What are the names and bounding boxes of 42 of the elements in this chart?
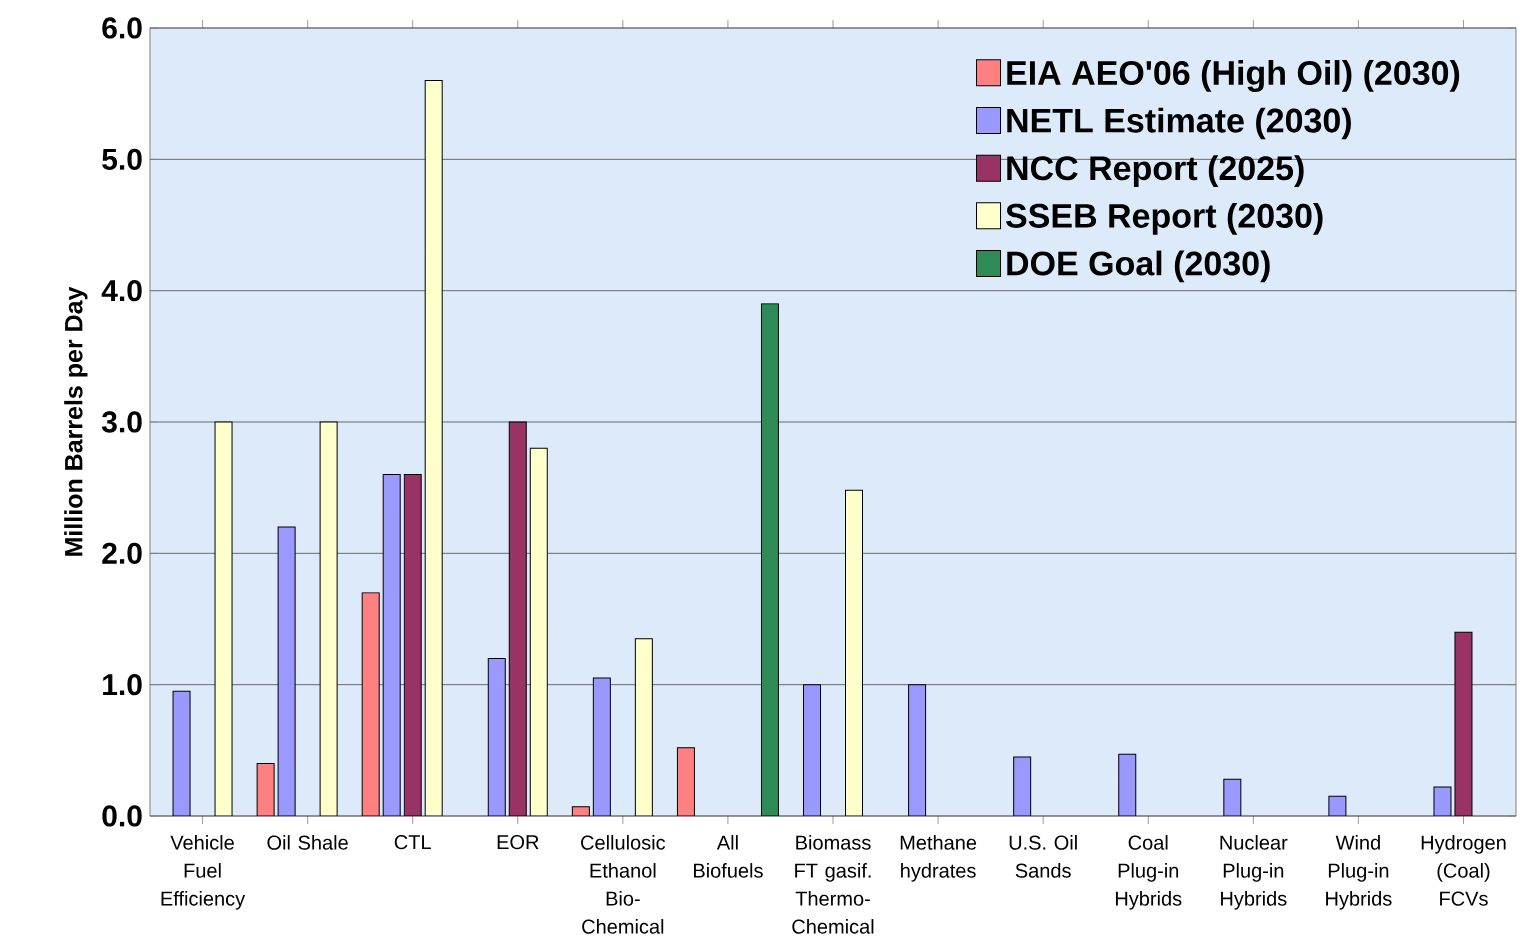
x-tick-label: Nuclear Plug-in Hybrids (1220, 835, 1288, 910)
y-tick-label: 0.0 (102, 805, 142, 827)
bar (508, 421, 527, 816)
bar (592, 677, 611, 816)
x-tick-label: Biomass FT gasif. Thermo-Chemical (792, 835, 874, 934)
legend-label: NCC Report (2025) (1007, 155, 1304, 188)
x-tick-label: Cellulosic Ethanol Bio-Chemical (581, 835, 666, 934)
bar (424, 80, 443, 816)
y-axis-title: Million Barrels per Day (64, 286, 88, 556)
y-tick-label: 4.0 (101, 280, 142, 302)
x-tick-label: Hydrogen (Coal) FCVs (1421, 835, 1506, 906)
y-tick-label: 2.0 (102, 542, 142, 564)
bar (908, 684, 927, 816)
bar (634, 638, 653, 816)
x-tick-label: Oil Shale (267, 835, 348, 850)
x-tick-label: CTL (394, 835, 431, 850)
bar (1013, 756, 1032, 816)
x-tick-label: Methane hydrates (900, 835, 977, 882)
bar (803, 684, 822, 816)
x-tick-label: EOR (497, 835, 539, 850)
y-tick-label: 6.0 (102, 17, 142, 39)
bar (1118, 753, 1137, 816)
bar (382, 474, 401, 816)
legend-label: DOE Goal (2030) (1007, 250, 1270, 283)
x-tick-label: Wind Plug-in Hybrids (1326, 835, 1392, 910)
x-tick-label: All Biofuels (693, 835, 763, 878)
y-tick-label: 1.0 (103, 674, 142, 696)
x-tick-label: U.S. Oil Sands (1009, 835, 1077, 878)
bar (529, 447, 548, 816)
bar (1223, 778, 1242, 816)
legend-label: NETL Estimate (2030) (1007, 107, 1351, 140)
bar (403, 474, 422, 816)
x-tick-label: Coal Plug-in Hybrids (1115, 835, 1182, 910)
y-tick-label: 5.0 (102, 148, 142, 170)
y-tick-label: 3.0 (101, 411, 142, 433)
legend-label: EIA AEO'06 (High Oil) (2030) (1007, 60, 1460, 92)
x-tick-label: Vehicle Fuel Efficiency (161, 835, 246, 910)
legend-label: SSEB Report (2030) (1005, 202, 1323, 235)
bar (487, 657, 506, 816)
bar (361, 592, 380, 816)
bar (676, 747, 695, 816)
bar (845, 489, 864, 816)
